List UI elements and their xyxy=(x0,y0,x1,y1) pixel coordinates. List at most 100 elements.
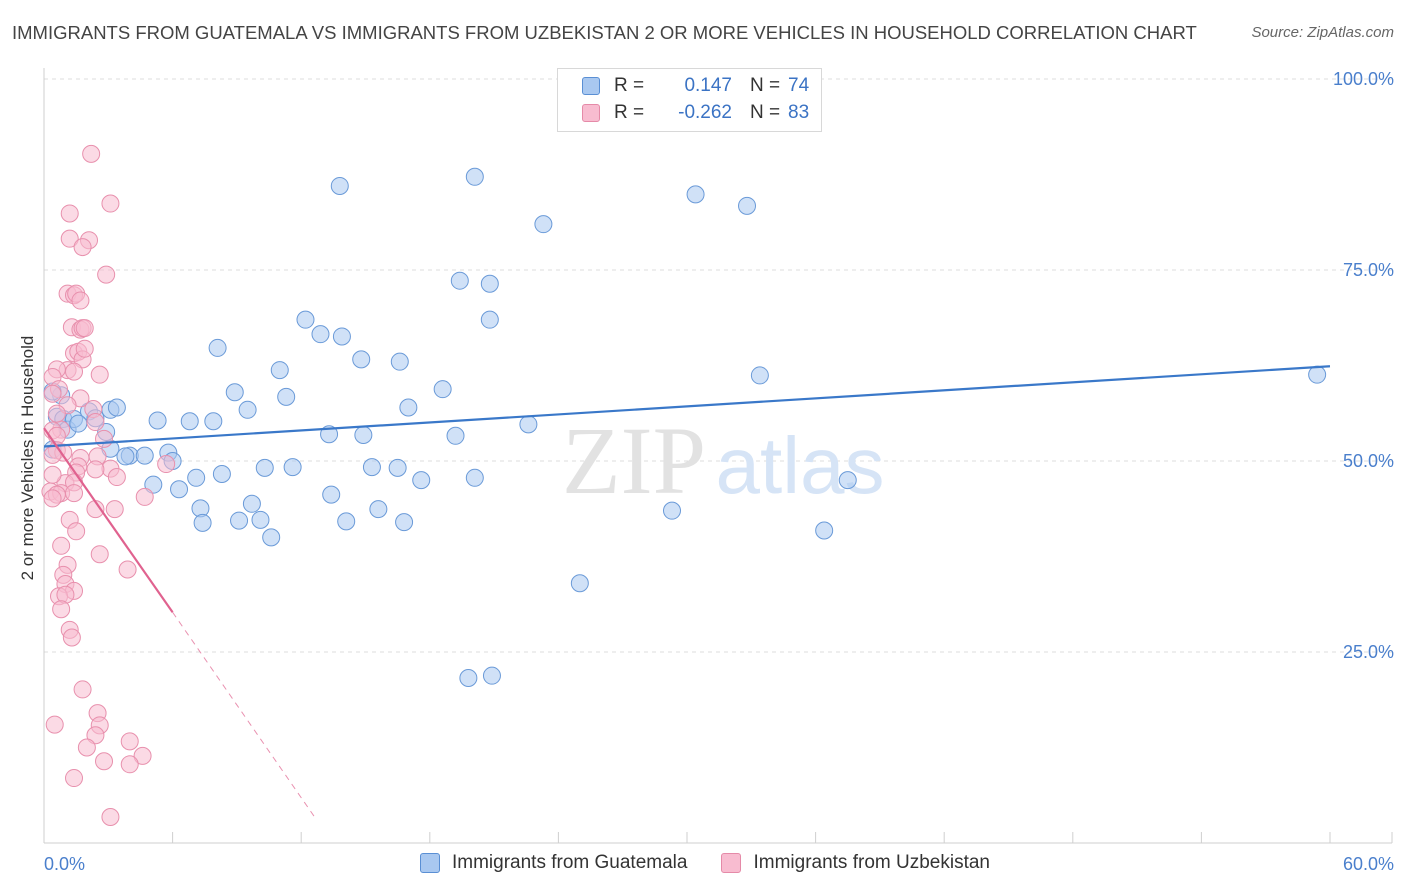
point-guatemala xyxy=(482,666,501,685)
point-uzbekistan xyxy=(73,238,92,257)
point-uzbekistan xyxy=(43,465,62,484)
point-guatemala xyxy=(204,412,223,431)
point-uzbekistan xyxy=(47,404,66,423)
legend-item-uzbekistan: Immigrants from Uzbekistan xyxy=(721,852,990,874)
point-guatemala xyxy=(686,185,705,204)
point-uzbekistan xyxy=(95,752,114,771)
point-guatemala xyxy=(519,415,538,434)
point-uzbekistan xyxy=(97,265,116,284)
point-guatemala xyxy=(662,501,681,520)
point-guatemala xyxy=(225,383,244,402)
point-uzbekistan xyxy=(86,413,105,432)
legend-row-guatemala: R = 0.147 N = 74 xyxy=(582,73,809,99)
y-tick-label: 75.0% xyxy=(1343,260,1394,280)
point-uzbekistan xyxy=(157,455,176,474)
point-uzbekistan xyxy=(71,291,90,310)
point-guatemala xyxy=(738,196,757,215)
point-uzbekistan xyxy=(65,484,84,503)
point-guatemala xyxy=(446,426,465,445)
point-guatemala xyxy=(480,310,499,329)
point-guatemala xyxy=(337,512,356,531)
point-uzbekistan xyxy=(105,500,124,519)
point-uzbekistan xyxy=(62,628,81,647)
point-guatemala xyxy=(296,310,315,329)
point-uzbekistan xyxy=(52,600,71,619)
trend-line-uzbekistan xyxy=(43,427,174,613)
trend-line-guatemala xyxy=(43,365,1331,448)
point-uzbekistan xyxy=(95,429,114,448)
point-uzbekistan xyxy=(45,715,64,734)
legend-swatch-guatemala xyxy=(420,853,440,873)
x-tick-label: 0.0% xyxy=(44,854,85,874)
point-guatemala xyxy=(148,411,167,430)
point-uzbekistan xyxy=(65,769,84,788)
point-guatemala xyxy=(255,458,274,477)
point-guatemala xyxy=(230,511,249,530)
point-guatemala xyxy=(144,475,163,494)
y-tick-label: 50.0% xyxy=(1343,451,1394,471)
legend-swatch-uzbekistan xyxy=(721,853,742,873)
point-uzbekistan xyxy=(120,732,139,751)
point-guatemala xyxy=(283,458,302,477)
point-uzbekistan xyxy=(43,384,62,403)
legend-r-value: -0.262 xyxy=(678,102,732,123)
legend-item-guatemala: Immigrants from Guatemala xyxy=(420,852,687,874)
point-guatemala xyxy=(187,468,206,487)
point-guatemala xyxy=(362,458,381,477)
point-guatemala xyxy=(1308,365,1327,384)
legend-swatch-uzbekistan xyxy=(582,104,600,122)
watermark-atlas: atlas xyxy=(716,421,885,510)
point-guatemala xyxy=(480,274,499,293)
legend-label-guatemala: Immigrants from Guatemala xyxy=(452,852,688,873)
legend-r-label: R = xyxy=(614,102,645,123)
point-uzbekistan xyxy=(107,468,126,487)
correlation-legend: R = 0.147 N = 74 R = -0.262 N = 83 xyxy=(557,68,822,132)
point-guatemala xyxy=(433,380,452,399)
data-points xyxy=(41,144,1327,827)
point-guatemala xyxy=(369,500,388,519)
point-guatemala xyxy=(354,426,373,445)
point-guatemala xyxy=(750,366,769,385)
point-guatemala xyxy=(262,528,281,547)
y-tick-label: 100.0% xyxy=(1333,69,1394,89)
x-tick-label: 60.0% xyxy=(1343,854,1394,874)
point-uzbekistan xyxy=(101,194,120,213)
point-uzbekistan xyxy=(86,726,105,745)
point-guatemala xyxy=(395,513,414,532)
point-uzbekistan xyxy=(118,560,137,579)
series-legend: Immigrants from Guatemala Immigrants fro… xyxy=(420,852,1024,874)
point-guatemala xyxy=(330,176,349,195)
point-uzbekistan xyxy=(65,362,84,381)
point-guatemala xyxy=(69,414,88,433)
point-guatemala xyxy=(459,668,478,687)
point-guatemala xyxy=(270,361,289,380)
point-uzbekistan xyxy=(135,487,154,506)
chart-source: Source: ZipAtlas.com xyxy=(1251,24,1394,41)
point-uzbekistan xyxy=(60,229,79,248)
legend-row-uzbekistan: R = -0.262 N = 83 xyxy=(582,100,809,126)
point-uzbekistan xyxy=(75,339,94,358)
point-uzbekistan xyxy=(67,522,86,541)
point-guatemala xyxy=(534,215,553,234)
legend-swatch-guatemala xyxy=(582,77,600,95)
point-uzbekistan xyxy=(73,680,92,699)
legend-n-value: 83 xyxy=(788,102,810,123)
point-guatemala xyxy=(352,350,371,369)
point-uzbekistan xyxy=(52,536,71,555)
point-guatemala xyxy=(212,464,231,483)
point-guatemala xyxy=(412,471,431,490)
point-uzbekistan xyxy=(43,489,62,508)
point-guatemala xyxy=(277,387,296,406)
point-guatemala xyxy=(311,325,330,344)
legend-label-uzbekistan: Immigrants from Uzbekistan xyxy=(753,852,990,873)
chart-title: IMMIGRANTS FROM GUATEMALA VS IMMIGRANTS … xyxy=(12,22,1197,43)
point-guatemala xyxy=(570,574,589,593)
legend-r-value: 0.147 xyxy=(684,75,732,96)
point-guatemala xyxy=(838,471,857,490)
legend-r-label: R = xyxy=(614,75,645,96)
point-guatemala xyxy=(465,468,484,487)
trend-line-uzbekistan-extension xyxy=(172,611,317,820)
point-uzbekistan xyxy=(82,144,101,163)
y-tick-label: 25.0% xyxy=(1343,642,1394,662)
